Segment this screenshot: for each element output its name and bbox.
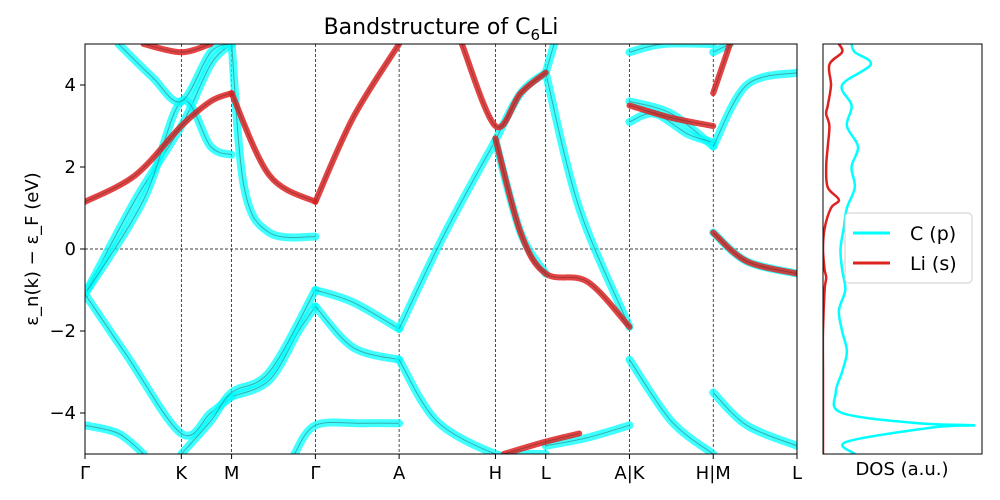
band-x-ticks: Γ K M Γ A H L A|K H|M L (80, 454, 802, 484)
legend-label-li-s: Li (s) (910, 253, 957, 275)
band-curve-core (629, 359, 714, 454)
band-curve-core (293, 422, 400, 454)
band-curve-core (503, 433, 580, 454)
chart-title: Bandstructure of C6Li (324, 15, 559, 44)
x-tick-label: H|M (696, 463, 731, 484)
band-curve (85, 96, 236, 299)
band-curve-core (85, 99, 232, 295)
band-curve-core (629, 112, 714, 143)
y-tick-label: 0 (65, 239, 76, 260)
band-curve-core (545, 72, 630, 328)
band-curve (395, 136, 500, 333)
band-curve-core (180, 289, 316, 454)
x-tick-label: L (541, 463, 551, 484)
band-curve (492, 135, 633, 330)
band-curve-core (398, 140, 496, 330)
x-tick-label: Γ (80, 463, 90, 484)
band-curve (311, 302, 404, 364)
band-curve (395, 355, 550, 454)
dos-curve (832, 44, 976, 454)
y-tick-label: −4 (49, 403, 76, 424)
x-tick-label: A (393, 463, 406, 484)
band-curve (177, 286, 320, 454)
x-tick-label: M (224, 463, 240, 484)
band-curve (541, 68, 634, 331)
band-curve-core (629, 44, 714, 53)
band-curve-core (231, 44, 316, 238)
x-tick-label: H (489, 463, 503, 484)
band-curve-core (314, 44, 400, 203)
band-curve-core (118, 44, 232, 103)
band-curve-core (712, 232, 797, 275)
x-tick-label: Γ (310, 463, 320, 484)
band-curve-core (85, 424, 144, 454)
y-tick-label: 4 (65, 75, 76, 96)
band-curve-core (629, 105, 714, 127)
band-curve-core (315, 306, 400, 361)
band-curve (709, 68, 797, 151)
band-curve-core (545, 424, 630, 447)
band-plot: 4 2 0 −2 −4 Γ K M Γ A H L A|K H|M L (49, 43, 802, 484)
dos-plot: DOS (a.u.) C (p) Li (s) (822, 43, 983, 480)
y-tick-label: 2 (65, 157, 76, 178)
band-curve-core (85, 293, 232, 437)
dos-x-axis-label: DOS (a.u.) (855, 459, 948, 480)
band-curve-core (85, 92, 232, 203)
legend-label-c-p: C (p) (910, 223, 956, 245)
band-curve-core (712, 72, 797, 147)
y-tick-label: −2 (49, 321, 76, 342)
band-curve (85, 421, 148, 454)
band-curve (709, 388, 797, 450)
band-curve-core (315, 289, 400, 330)
band-curve (491, 68, 550, 145)
x-tick-label: A|K (614, 463, 645, 484)
band-curve-core (494, 138, 630, 328)
band-curve-core (712, 392, 797, 447)
band-curve (290, 418, 404, 454)
band-curve-core (231, 306, 316, 398)
x-tick-label: K (175, 463, 188, 484)
legend-box (844, 212, 973, 284)
legend: C (p) Li (s) (844, 212, 973, 284)
band-curve-core (712, 44, 731, 94)
band-curve (625, 355, 718, 454)
band-curve-core (461, 44, 547, 128)
band-curve-core (143, 44, 211, 53)
band-curves (85, 44, 797, 454)
y-axis-label: ε_n(k) − ε_F (eV) (22, 172, 43, 325)
band-curve-core (231, 92, 316, 203)
band-curve (625, 44, 718, 57)
band-curve (312, 44, 403, 205)
dos-plot-frame (822, 43, 983, 455)
x-tick-label: L (792, 463, 802, 484)
band-y-ticks: 4 2 0 −2 −4 (49, 75, 85, 424)
band-curve (227, 44, 320, 242)
